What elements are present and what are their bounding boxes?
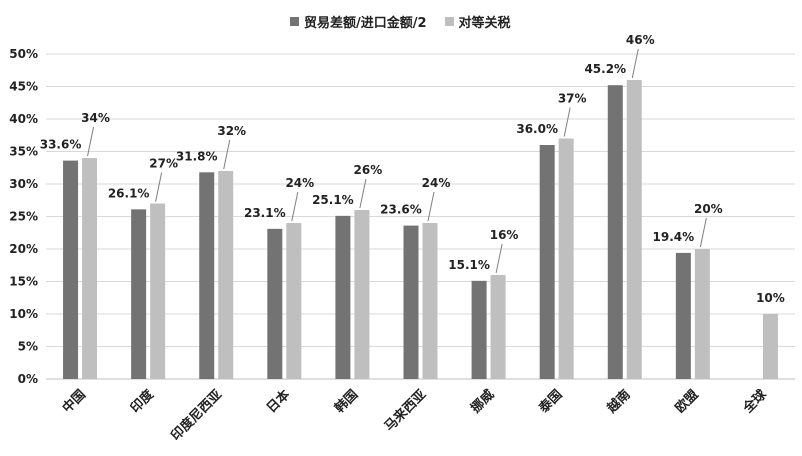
y-tick-label: 40% (9, 112, 38, 126)
legend-label-reciprocal-tariff: 对等关税 (458, 16, 511, 31)
data-label-trade-balance: 23.1% (244, 206, 286, 220)
data-label-reciprocal-tariff: 26% (354, 163, 383, 177)
bar-trade-balance (199, 172, 215, 379)
data-label-trade-balance: 15.1% (448, 258, 490, 272)
y-tick-label: 20% (9, 242, 38, 256)
data-label-reciprocal-tariff: 46% (626, 33, 655, 47)
bar-trade-balance (403, 225, 419, 379)
x-tick-label: 印度尼西亚 (168, 387, 225, 444)
bar-trade-balance (63, 160, 79, 379)
legend-swatch-reciprocal-tariff (444, 17, 454, 26)
y-tick-label: 25% (9, 210, 38, 224)
data-label-reciprocal-tariff: 37% (558, 92, 587, 106)
legend-swatch-trade-balance (290, 17, 299, 26)
data-label-reciprocal-tariff: 24% (285, 176, 314, 190)
data-label-trade-balance: 45.2% (584, 62, 626, 76)
bar-reciprocal-tariff (82, 158, 98, 379)
x-tick-label: 欧盟 (672, 387, 702, 417)
bar-reciprocal-tariff (286, 223, 302, 379)
bar-trade-balance (335, 215, 351, 379)
x-tick-label: 印度 (127, 386, 157, 416)
leader-line (495, 243, 503, 274)
bar-reciprocal-tariff (558, 138, 574, 379)
leader-line (631, 48, 639, 79)
leader-line (223, 139, 231, 170)
leader-line (87, 126, 95, 157)
data-label-trade-balance: 36.0% (516, 122, 558, 136)
x-tick-label: 马来西亚 (381, 387, 429, 435)
data-label-reciprocal-tariff: 27% (149, 157, 178, 171)
leader-line (291, 191, 299, 222)
leader-line (563, 107, 571, 137)
bar-trade-balance (471, 280, 487, 379)
data-label-reciprocal-tariff: 32% (217, 124, 246, 138)
y-tick-label: 15% (9, 275, 38, 289)
y-tick-label: 0% (18, 372, 38, 386)
leader-line (359, 178, 367, 209)
bar-trade-balance (607, 85, 623, 379)
bar-reciprocal-tariff (490, 275, 506, 379)
data-label-trade-balance: 25.1% (312, 193, 354, 207)
data-label-reciprocal-tariff: 24% (422, 176, 451, 190)
y-tick-label: 50% (9, 47, 38, 61)
data-label-trade-balance: 31.8% (176, 149, 218, 163)
data-label-trade-balance: 23.6% (380, 203, 422, 217)
data-label-reciprocal-tariff: 34% (81, 111, 110, 125)
legend-item-reciprocal-tariff: 对等关税 (444, 12, 511, 31)
data-label-reciprocal-tariff: 16% (490, 228, 519, 242)
bar-reciprocal-tariff (218, 171, 234, 379)
data-label-reciprocal-tariff: 20% (694, 202, 723, 216)
bar-reciprocal-tariff (626, 80, 642, 379)
bar-reciprocal-tariff (354, 210, 370, 379)
bar-trade-balance (539, 145, 555, 379)
bar-trade-balance (675, 252, 691, 379)
bar-reciprocal-tariff (422, 223, 438, 379)
bar-trade-balance (131, 209, 147, 379)
x-tick-label: 越南 (603, 387, 633, 417)
data-label-trade-balance: 26.1% (108, 186, 150, 200)
data-label-reciprocal-tariff: 10% (756, 291, 785, 305)
bar-reciprocal-tariff (694, 249, 710, 379)
y-tick-label: 10% (9, 307, 38, 321)
x-tick-label: 中国 (59, 387, 89, 417)
x-tick-label: 日本 (263, 387, 293, 417)
legend-label-trade-balance: 贸易差额/进口金额/2 (304, 16, 427, 31)
y-tick-label: 5% (18, 340, 38, 354)
x-tick-label: 挪威 (468, 387, 498, 417)
bar-reciprocal-tariff (762, 314, 778, 379)
x-tick-label: 韩国 (332, 387, 362, 417)
data-label-trade-balance: 19.4% (653, 230, 695, 244)
leader-line (427, 191, 435, 222)
x-tick-label: 全球 (739, 386, 770, 417)
leader-line (155, 172, 163, 202)
legend: 贸易差额/进口金额/2 对等关税 (290, 12, 511, 31)
y-tick-label: 35% (9, 145, 38, 159)
legend-item-trade-balance: 贸易差额/进口金额/2 (290, 12, 427, 31)
y-tick-label: 30% (9, 177, 38, 191)
leader-line (699, 217, 707, 248)
y-tick-label: 45% (9, 80, 38, 94)
x-tick-label: 泰国 (535, 387, 565, 417)
bar-reciprocal-tariff (150, 203, 166, 379)
bar-trade-balance (267, 228, 283, 379)
data-label-trade-balance: 33.6% (40, 138, 82, 152)
